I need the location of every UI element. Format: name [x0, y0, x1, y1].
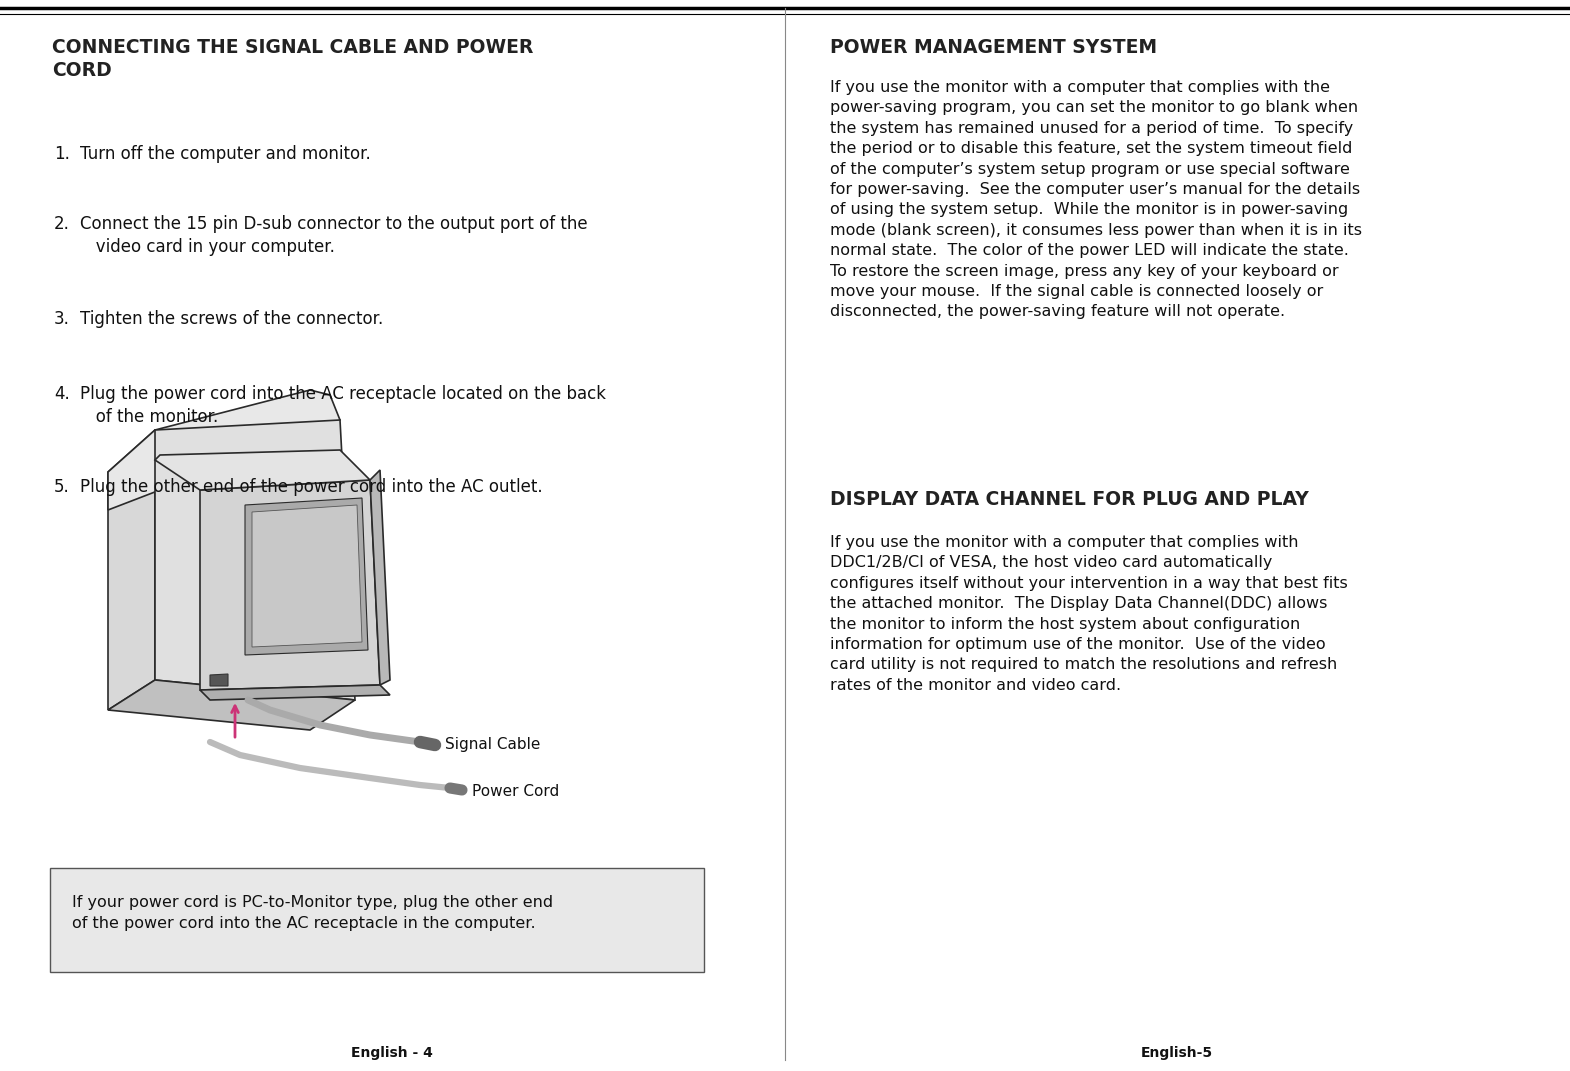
FancyBboxPatch shape	[50, 868, 703, 972]
Text: Signal Cable: Signal Cable	[444, 738, 540, 753]
Polygon shape	[245, 498, 367, 655]
Text: Tighten the screws of the connector.: Tighten the screws of the connector.	[80, 310, 383, 328]
Polygon shape	[108, 429, 155, 710]
Polygon shape	[155, 450, 371, 491]
Polygon shape	[108, 680, 355, 730]
Polygon shape	[108, 390, 341, 510]
Text: If you use the monitor with a computer that complies with the
power-saving progr: If you use the monitor with a computer t…	[831, 80, 1363, 319]
Polygon shape	[210, 674, 228, 687]
Polygon shape	[371, 470, 389, 685]
Text: CONNECTING THE SIGNAL CABLE AND POWER
CORD: CONNECTING THE SIGNAL CABLE AND POWER CO…	[52, 37, 534, 80]
Text: 3.: 3.	[53, 310, 71, 328]
Text: If your power cord is PC-to-Monitor type, plug the other end
of the power cord i: If your power cord is PC-to-Monitor type…	[72, 895, 553, 931]
Text: Plug the other end of the power cord into the AC outlet.: Plug the other end of the power cord int…	[80, 478, 543, 496]
Text: English - 4: English - 4	[352, 1046, 433, 1060]
Text: 1.: 1.	[53, 145, 71, 163]
Text: POWER MANAGEMENT SYSTEM: POWER MANAGEMENT SYSTEM	[831, 37, 1157, 57]
Text: English-5: English-5	[1141, 1046, 1214, 1060]
Text: 4.: 4.	[53, 384, 69, 403]
Polygon shape	[155, 420, 355, 700]
Text: 5.: 5.	[53, 478, 69, 496]
Text: Turn off the computer and monitor.: Turn off the computer and monitor.	[80, 145, 371, 163]
Text: 2.: 2.	[53, 215, 71, 233]
Polygon shape	[253, 506, 363, 647]
Text: If you use the monitor with a computer that complies with
DDC1/2B/CI of VESA, th: If you use the monitor with a computer t…	[831, 536, 1347, 693]
Text: Power Cord: Power Cord	[473, 784, 559, 799]
Text: Plug the power cord into the AC receptacle located on the back
   of the monitor: Plug the power cord into the AC receptac…	[80, 384, 606, 426]
Polygon shape	[199, 685, 389, 700]
Polygon shape	[199, 480, 380, 690]
Text: Connect the 15 pin D-sub connector to the output port of the
   video card in yo: Connect the 15 pin D-sub connector to th…	[80, 215, 587, 256]
Text: DISPLAY DATA CHANNEL FOR PLUG AND PLAY: DISPLAY DATA CHANNEL FOR PLUG AND PLAY	[831, 491, 1309, 509]
